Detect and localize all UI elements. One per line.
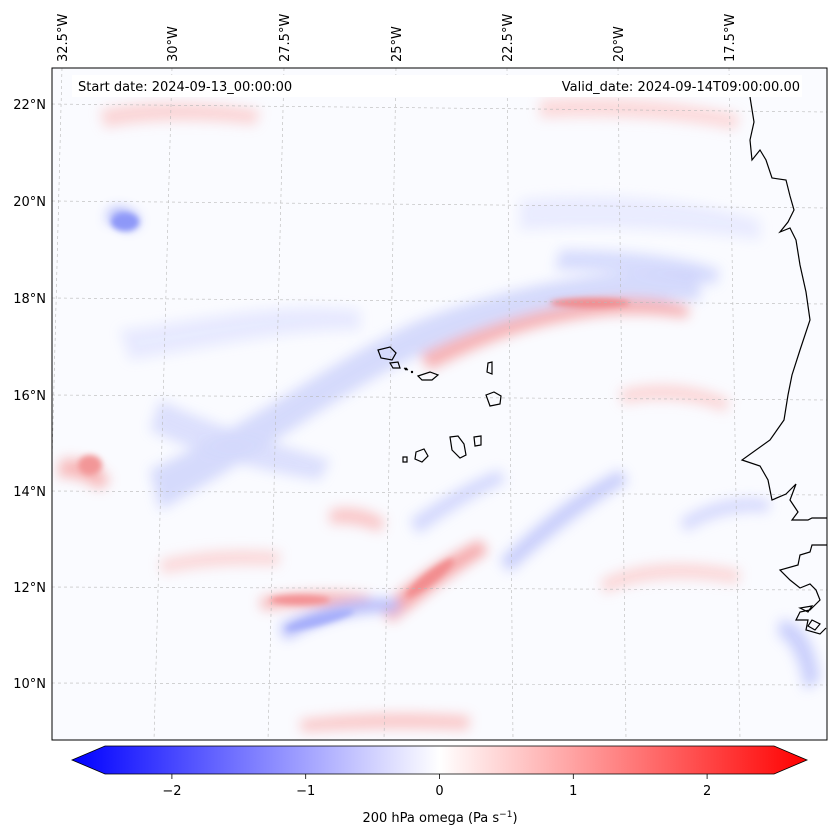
header-box bbox=[72, 75, 802, 97]
latitude-labels: 22°N 20°N 18°N 16°N 14°N 12°N 10°N bbox=[13, 98, 46, 692]
coast-islands-bissau bbox=[798, 605, 821, 631]
valid-date-label: Valid_date: 2024-09-14T09:00:00.00 bbox=[562, 80, 800, 95]
lon-label: 32.5°W bbox=[56, 14, 71, 62]
colorbar-tick-label: −1 bbox=[296, 784, 315, 799]
map-frame bbox=[51, 67, 828, 741]
africa-coastline bbox=[740, 96, 827, 521]
map-panel: Start date: 2024-09-13_00:00:00 Valid_da… bbox=[52, 68, 827, 740]
colorbar: −2 −1 0 1 2 200 hPa omega (Pa s−1) bbox=[70, 745, 809, 826]
omega-field-detail bbox=[78, 213, 630, 631]
island-sal bbox=[486, 361, 493, 375]
island-brava bbox=[402, 456, 408, 463]
lat-label: 12°N bbox=[13, 581, 46, 596]
colorbar-tick-label: 2 bbox=[703, 784, 711, 799]
island-sao-nicolau bbox=[416, 371, 440, 381]
lon-label: 17.5°W bbox=[723, 14, 738, 62]
longitude-labels: 32.5°W 30°W 27.5°W 25°W 22.5°W 20°W 17.5… bbox=[56, 14, 738, 62]
lon-label: 27.5°W bbox=[278, 14, 293, 62]
colorbar-ticks: −2 −1 0 1 2 bbox=[162, 774, 711, 799]
lat-label: 14°N bbox=[13, 485, 46, 500]
lat-label: 16°N bbox=[13, 389, 46, 404]
lon-label: 30°W bbox=[166, 26, 181, 62]
island-santo-antao bbox=[377, 346, 397, 361]
colorbar-tick-label: 0 bbox=[435, 784, 443, 799]
lat-label: 10°N bbox=[13, 677, 46, 692]
island-maio bbox=[473, 435, 482, 447]
lon-label: 20°W bbox=[612, 26, 627, 62]
lon-label: 25°W bbox=[390, 26, 405, 62]
omega-field bbox=[58, 98, 820, 732]
island-boa-vista bbox=[485, 391, 502, 407]
island-sao-vicente bbox=[389, 361, 401, 369]
map-background bbox=[52, 68, 827, 740]
island-fogo bbox=[414, 448, 429, 463]
island-santiago bbox=[449, 435, 467, 459]
lat-label: 22°N bbox=[13, 98, 46, 113]
graticule bbox=[52, 68, 827, 740]
africa-coastline-south bbox=[778, 544, 827, 635]
colorbar-tick-label: 1 bbox=[569, 784, 577, 799]
lon-label: 22.5°W bbox=[501, 14, 516, 62]
island-dots bbox=[404, 367, 414, 374]
colorbar-tick-label: −2 bbox=[162, 784, 181, 799]
lat-label: 20°N bbox=[13, 195, 46, 210]
colorbar-title: 200 hPa omega (Pa s−1) bbox=[362, 810, 517, 826]
colorbar-bar bbox=[70, 745, 809, 775]
lat-label: 18°N bbox=[13, 292, 46, 307]
start-date-label: Start date: 2024-09-13_00:00:00 bbox=[78, 80, 292, 95]
